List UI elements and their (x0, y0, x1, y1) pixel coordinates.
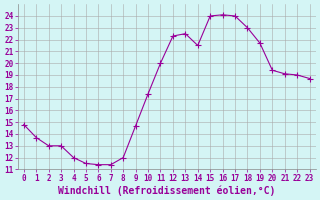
X-axis label: Windchill (Refroidissement éolien,°C): Windchill (Refroidissement éolien,°C) (58, 185, 276, 196)
